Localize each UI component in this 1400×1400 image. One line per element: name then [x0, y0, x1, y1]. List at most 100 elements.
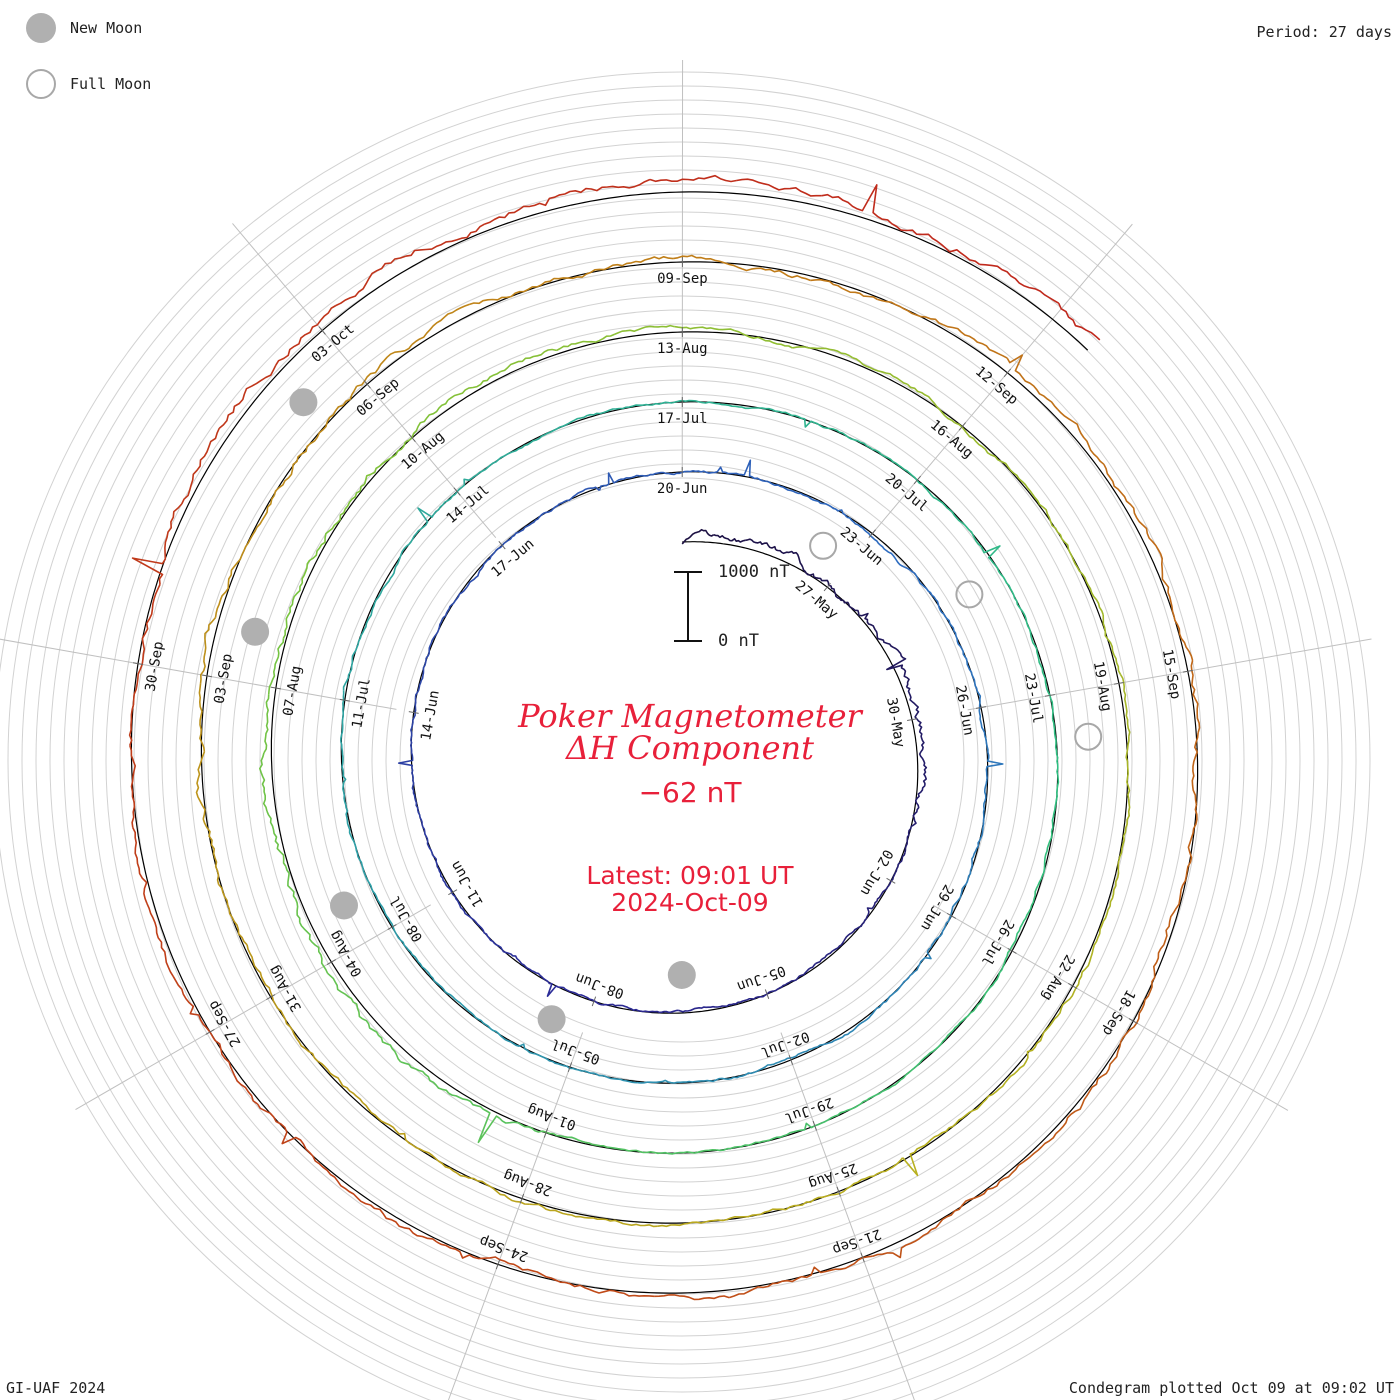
tick-label: 19-Aug: [1090, 660, 1115, 713]
trace-segment: [912, 785, 926, 819]
trace-segment: [556, 333, 615, 352]
trace-segment: [256, 1103, 314, 1157]
trace-segment: [1051, 719, 1059, 776]
trace-segment: [370, 888, 397, 933]
trace-segment: [411, 777, 421, 818]
tick-label: 09-Sep: [657, 271, 708, 287]
trace-segment: [469, 1177, 530, 1205]
trace-segment: [146, 903, 174, 977]
tick-label: 30-Sep: [143, 640, 168, 693]
trace-segment: [897, 951, 932, 990]
trace-segment: [263, 694, 270, 754]
chart-title-line2: ΔH Component: [565, 729, 815, 767]
tick-mark: [907, 718, 918, 721]
trace-segment: [602, 1003, 641, 1012]
new-moon-marker: [289, 388, 318, 417]
trace-segment: [713, 533, 746, 543]
new-moon-label: New Moon: [70, 19, 143, 37]
trace-segment: [950, 870, 972, 913]
trace-segment: [863, 988, 900, 1022]
trace-segment: [878, 451, 923, 486]
tick-label-group: 20-Jun: [657, 481, 708, 497]
trace-segment: [198, 683, 206, 752]
trace-segment: [448, 1092, 501, 1144]
tick-label: 15-Sep: [1159, 648, 1184, 701]
trace-segment: [461, 1004, 501, 1037]
trace-segment: [725, 404, 779, 413]
grid-spoke: [447, 1032, 584, 1400]
trace-segment: [1055, 1075, 1103, 1135]
trace-segment: [285, 866, 301, 923]
grid-ring: [49, 127, 1315, 1393]
trace-segment: [879, 544, 916, 574]
chart-title-line1: Poker Magnetometer: [518, 697, 862, 735]
new-moon-marker: [330, 891, 358, 920]
trace-segment: [412, 1144, 470, 1179]
trace-segment: [843, 914, 870, 942]
trace-segment: [370, 1204, 438, 1243]
tick-label: 20-Jun: [657, 481, 708, 497]
tick-label: 17-Jul: [657, 411, 708, 427]
tick-mark: [133, 662, 144, 666]
trace-segment: [447, 370, 502, 401]
data-trace: [128, 174, 1201, 1301]
tick-label-group: 13-Aug: [657, 341, 708, 357]
trace-segment: [822, 1020, 865, 1046]
tick-mark: [836, 1186, 841, 1197]
full-moon-label: Full Moon: [70, 75, 152, 93]
trace-segment: [678, 1005, 716, 1013]
tick-mark: [363, 380, 371, 389]
trace-segment: [521, 422, 569, 449]
tick-mark: [318, 326, 326, 335]
trace-segment: [640, 1009, 679, 1014]
tick-mark: [408, 711, 419, 714]
tick-label-group: 02-Jul: [759, 1028, 812, 1060]
trace-segment: [501, 949, 535, 973]
trace-segment: [736, 178, 822, 197]
trace-segment: [590, 1072, 638, 1084]
tick-mark: [591, 996, 597, 1007]
tick-mark: [205, 1029, 215, 1035]
trace-segment: [888, 852, 906, 886]
trace-segment: [769, 1122, 822, 1141]
trace-segment: [821, 184, 902, 231]
trace-segment: [1102, 614, 1122, 675]
trace-segment: [273, 440, 316, 496]
trace-segment: [866, 884, 890, 915]
trace-segment: [425, 619, 443, 659]
tick-label-group: 31-Aug: [266, 963, 305, 1015]
trace-segment: [342, 791, 355, 842]
trace-segment: [128, 664, 143, 746]
trace-segment: [353, 841, 373, 889]
footer-credit: GI-UAF 2024: [6, 1379, 106, 1397]
trace-segment: [926, 912, 953, 953]
trace-segment: [785, 1188, 848, 1211]
trace-segment: [1190, 660, 1201, 734]
trace-segment: [637, 1079, 687, 1084]
scale-bar: [674, 571, 702, 642]
trace-segment: [246, 944, 277, 1005]
trace-segment: [141, 584, 161, 665]
tick-mark: [453, 487, 461, 496]
trace-segment: [313, 1057, 364, 1104]
tick-mark: [448, 889, 458, 896]
trace-segment: [1015, 884, 1039, 938]
trace-segment: [132, 827, 148, 904]
trace-segment: [728, 1275, 802, 1299]
new-moon-marker: [537, 1005, 566, 1034]
tick-label: 31-Aug: [266, 963, 305, 1015]
legend-new-moon: New Moon: [26, 13, 142, 43]
trace-segment: [614, 324, 675, 336]
trace-segment: [828, 584, 852, 609]
trace-segment: [441, 586, 468, 621]
trace-segment: [419, 817, 434, 856]
trace-segment: [414, 657, 427, 698]
tick-mark: [823, 583, 831, 592]
trace-segment: [362, 1102, 414, 1146]
trace-segment: [508, 1262, 581, 1288]
trace-segment: [1163, 876, 1188, 946]
trace-segment: [619, 401, 673, 410]
full-moon-icon: [26, 69, 56, 99]
tick-label: 23-Jun: [837, 524, 886, 569]
tick-label-group: 07-Aug: [280, 665, 305, 718]
